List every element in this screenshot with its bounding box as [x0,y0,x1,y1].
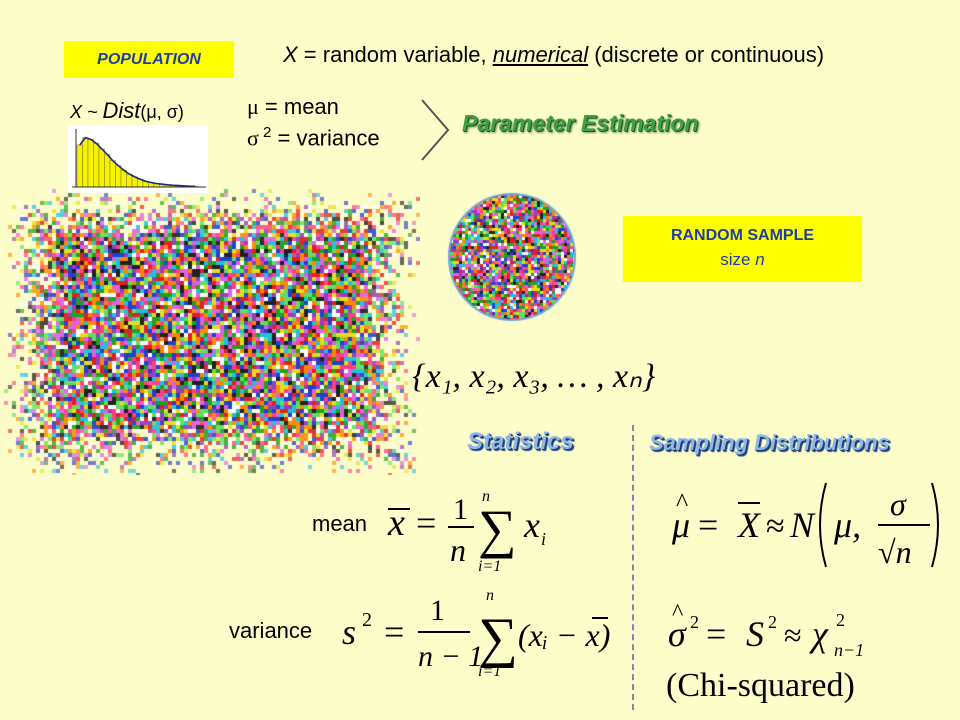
bracket-arrow [421,99,450,161]
mean-xi: x [523,505,540,545]
numerical-word: numerical [492,42,589,67]
variance-sampling-distribution: σ ^ 2 = S 2 ≈ χ 2 n−1 (Chi-squared) [666,600,864,704]
mean-text: = mean [258,94,339,119]
mean-label: mean [312,511,368,536]
normal-N: N [789,505,816,545]
sigma-hat-sup: 2 [690,612,699,632]
S-symbol: S [746,614,764,654]
variance-equals: = [384,612,404,652]
mean-sum-symbol: ∑ [478,499,517,559]
definition-text: = random variable, [297,42,493,67]
sample-size: size n [623,250,862,270]
sampling-distributions-heading: Sampling Distributions [649,430,890,455]
normal-mu: μ, [833,505,861,545]
histogram-bar [104,154,111,188]
mean-sum-top: n [482,488,490,505]
variance-sum-bottom: i=1 [478,663,501,680]
mean-sampling-distribution: μ ^ = X ≈ N μ, σ √n [671,482,939,570]
parameter-estimation: Parameter Estimation [462,110,699,136]
mu-hat-equals: = [698,505,718,545]
mean-equals: = [416,503,436,543]
dist-name: Dist [102,98,141,123]
histogram-bar [76,144,83,188]
chi-approx: ≈ [784,617,802,653]
statistics-heading: Statistics [467,428,574,455]
variance-sum-top: n [486,587,494,604]
population-image [0,185,420,475]
normal-sigma: σ [890,486,907,522]
histogram-bar [82,137,89,188]
variance-sum-symbol: ∑ [478,607,518,669]
histogram-bar [93,143,100,188]
mean-numerator: 1 [453,493,468,526]
histogram-bar [109,160,116,188]
mean-sub-i: i [541,529,546,549]
distribution-histogram [68,125,208,193]
chi-sup: 2 [836,610,845,630]
histogram-bar [87,139,94,188]
dist-prefix: X ~ [70,102,103,122]
random-sample-box: RANDOM SAMPLE size n [623,216,862,282]
sample-mean-formula: x = 1 n n ∑ i=1 x i [387,488,546,575]
mu-hat-caret: ^ [676,488,688,517]
variable-x: X [283,42,298,67]
mean-param: μ = mean [247,94,339,120]
sample-size-n: n [755,250,765,269]
chi-symbol: χ [809,614,829,654]
xbar-symbol: x [387,502,405,544]
histogram-bar [115,165,122,188]
mu-symbol: μ [247,94,259,119]
histogram-bar [98,148,105,188]
variance-denominator: n − 1 [418,640,483,673]
sigma-sup: 2 [258,124,272,141]
random-variable-definition: X = random variable, numerical (discrete… [283,42,824,68]
variance-label: variance [229,618,313,643]
variance-param: σ 2 = variance [247,124,380,151]
chi-equals: = [706,614,726,654]
divider-line [632,425,634,710]
sample-set: {x₁, x₂, x₃, … , xₙ} [412,358,656,395]
sample-size-prefix: size [720,250,756,269]
mean-approx: ≈ [766,508,785,545]
distribution-notation: X ~ Dist(μ, σ) [70,98,184,124]
sigma-hat: σ [668,614,687,654]
random-sample-image [447,192,577,322]
chi-squared-note: (Chi-squared) [666,667,855,704]
definition-rest: (discrete or continuous) [588,42,825,67]
population-label-box: POPULATION [64,41,234,78]
mean-sum-bottom: i=1 [478,558,501,575]
mean-denominator: n [450,532,466,568]
chi-sub: n−1 [834,640,864,660]
s-sup: 2 [362,609,372,631]
sigma-symbol: σ [247,125,259,151]
random-sample-title: RANDOM SAMPLE [670,227,815,244]
normal-sqrt-n: √n [878,534,912,570]
variance-numerator: 1 [430,594,445,627]
s-symbol: s [342,612,356,652]
variance-text: = variance [271,125,380,151]
sample-variance-formula: s 2 = 1 n − 1 n ∑ i=1 (xᵢ − x) [342,587,610,680]
population-label: POPULATION [97,51,201,68]
S-sup: 2 [768,612,777,632]
mu-hat: μ [671,505,690,545]
sigma-hat-caret: ^ [672,600,683,626]
Xbar-symbol: X [736,505,762,545]
dist-params: (μ, σ) [140,102,184,122]
variance-deviation: (xᵢ − x) [518,617,610,653]
